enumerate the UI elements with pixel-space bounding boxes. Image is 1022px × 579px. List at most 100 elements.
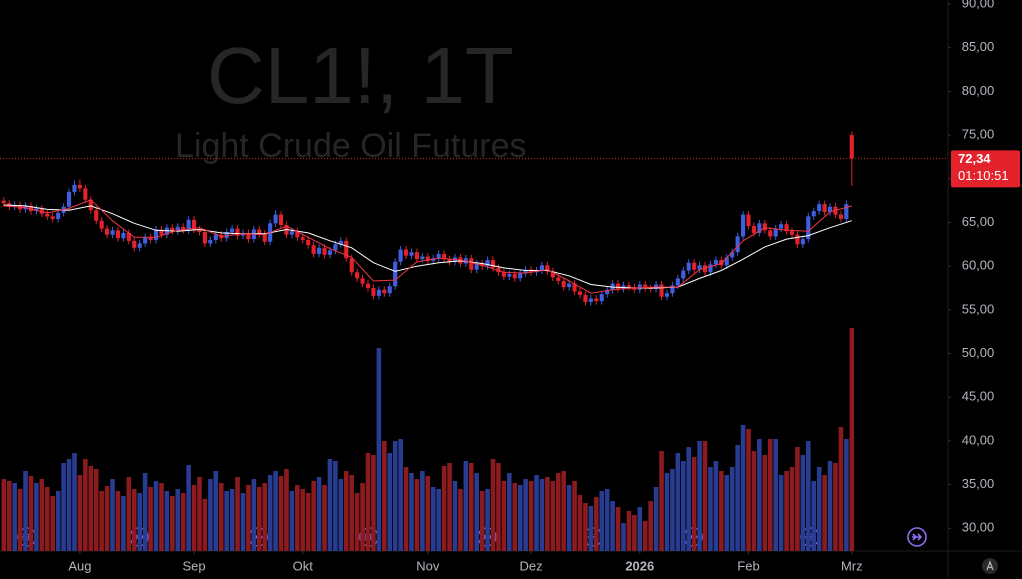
candle-body — [77, 184, 82, 189]
candle-body — [518, 273, 523, 279]
volume-bar — [322, 485, 327, 551]
event-icon[interactable] — [907, 527, 927, 547]
candle-body — [757, 223, 762, 233]
candle-body — [403, 249, 409, 256]
candle-body — [730, 252, 735, 258]
volume-bar — [670, 469, 675, 551]
volume-bar — [517, 485, 523, 551]
volume-bar — [719, 471, 724, 551]
volume-bar — [121, 496, 126, 551]
volume-bar — [778, 475, 784, 551]
volume-bar — [610, 501, 615, 551]
candle-body — [768, 230, 773, 237]
x-tick-label: Feb — [737, 558, 759, 573]
candle-body — [844, 204, 849, 219]
auto-scale-button[interactable] — [982, 558, 998, 574]
volume-bar — [441, 466, 447, 551]
volume-bar — [436, 489, 441, 551]
candle-body — [349, 258, 354, 273]
volume-bar — [523, 479, 528, 551]
volume-bar — [273, 471, 278, 551]
volume-bar — [88, 466, 94, 551]
volume-bar — [17, 489, 23, 551]
volume-bar — [34, 483, 39, 551]
candle-body — [811, 211, 816, 217]
y-tick-label: 60,00 — [962, 258, 995, 273]
volume-bar — [648, 501, 653, 551]
volume-bar — [594, 497, 599, 551]
volume-bar — [572, 481, 577, 551]
candle-body — [197, 229, 202, 233]
volume-bar — [159, 483, 164, 551]
candle-body — [208, 239, 213, 244]
candle-body — [246, 232, 251, 240]
candle-body — [800, 239, 805, 245]
candle-body — [311, 245, 316, 254]
candle-body — [317, 247, 322, 254]
volume-bar — [284, 469, 289, 551]
volume-bar — [66, 459, 72, 551]
volume-bar — [773, 439, 778, 551]
candle-body — [762, 223, 767, 231]
volume-bar — [479, 491, 485, 551]
volume-bar — [708, 467, 713, 551]
candle-body — [605, 289, 610, 295]
volume-bar — [632, 515, 637, 551]
candle-body — [83, 188, 88, 200]
candle-body — [376, 289, 381, 296]
volume-bar — [534, 475, 539, 551]
y-tick-label: 80,00 — [962, 83, 995, 98]
candle-body — [512, 274, 517, 279]
candle-body — [387, 286, 392, 294]
volume-bar — [762, 455, 768, 551]
volume-bar — [751, 451, 757, 551]
volume-bar — [425, 476, 431, 551]
volume-bar — [191, 485, 197, 551]
candle-body — [213, 234, 218, 240]
volume-bar — [409, 473, 414, 551]
volume-bar — [371, 455, 376, 551]
candle-body — [110, 230, 115, 235]
volume-bar — [104, 486, 110, 551]
volume-bar — [724, 475, 730, 551]
candle-body — [577, 291, 583, 295]
volume-bar — [208, 479, 213, 551]
volume-bar — [528, 481, 534, 551]
candle-body — [371, 287, 376, 296]
volume-bar — [153, 481, 159, 551]
candle-body — [322, 247, 327, 255]
volume-bar — [382, 441, 387, 551]
volume-bar — [300, 489, 306, 551]
candle-body — [148, 237, 153, 240]
volume-bar — [50, 496, 56, 551]
volume-bar — [246, 485, 251, 551]
candle-body — [50, 216, 55, 219]
candle-body — [817, 204, 822, 212]
candle-body — [175, 226, 180, 232]
candle-body — [594, 298, 599, 302]
candle-body — [436, 253, 441, 259]
volume-bar — [61, 463, 66, 551]
x-tick-label: Okt — [293, 558, 314, 573]
volume-bar — [599, 491, 605, 551]
y-tick-label: 45,00 — [962, 389, 995, 404]
x-tick-label: 2026 — [625, 558, 654, 573]
candle-body — [741, 214, 746, 237]
volume-bar — [6, 481, 12, 551]
candle-body — [822, 204, 827, 212]
candle-body — [719, 260, 724, 266]
candle-body — [159, 229, 164, 235]
candle-body — [202, 232, 207, 244]
volume-bar — [507, 473, 512, 551]
volume-bar — [83, 459, 88, 551]
volume-bar — [23, 471, 28, 551]
volume-bar — [45, 487, 50, 551]
countdown-label: 01:10:51 — [958, 168, 1009, 183]
candle-body — [360, 278, 365, 284]
candle-body — [556, 277, 561, 282]
candle-body — [45, 213, 50, 217]
candle-body — [224, 232, 229, 239]
candle-body — [626, 285, 631, 288]
candle-body — [365, 283, 371, 288]
